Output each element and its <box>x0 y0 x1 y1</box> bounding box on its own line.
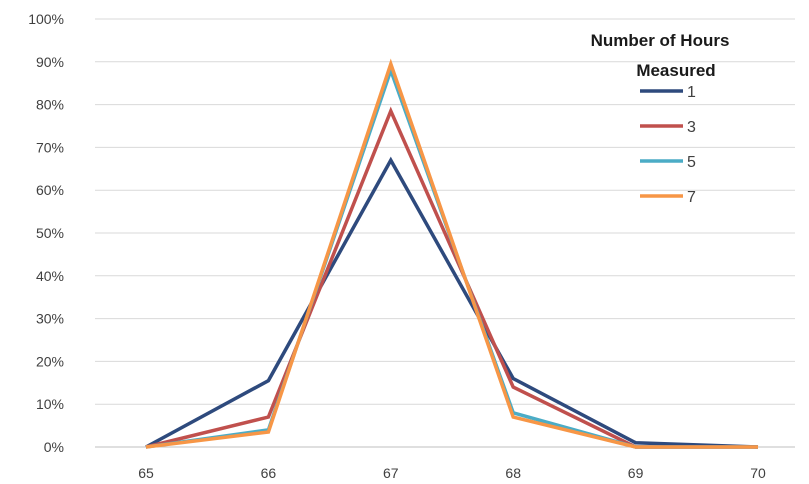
series-line-7 <box>145 58 758 449</box>
y-tick-label: 0% <box>44 439 64 455</box>
y-tick-label: 90% <box>36 54 64 70</box>
x-tick-label: 68 <box>505 465 521 481</box>
y-tick-label: 50% <box>36 225 64 241</box>
legend-item-5: 5 <box>640 154 696 171</box>
x-tick-label: 70 <box>750 465 766 481</box>
y-tick-label: 40% <box>36 268 64 284</box>
x-tick-label: 66 <box>261 465 277 481</box>
series-line-1 <box>145 156 759 449</box>
series-lines <box>145 58 759 449</box>
x-tick-label: 69 <box>628 465 644 481</box>
legend-label: 5 <box>687 154 696 171</box>
y-tick-label: 20% <box>36 353 64 369</box>
y-tick-label: 30% <box>36 311 64 327</box>
y-tick-label: 60% <box>36 182 64 198</box>
x-tick-label: 67 <box>383 465 399 481</box>
legend-item-1: 1 <box>640 84 696 101</box>
legend-label: 1 <box>687 84 696 101</box>
legend-item-7: 7 <box>640 189 696 206</box>
y-tick-label: 100% <box>28 11 64 27</box>
legend: Number of Hours Measured 1 3 5 7 <box>591 31 730 206</box>
legend-title-line1: Number of Hours <box>591 31 730 50</box>
legend-title-line2: Measured <box>636 61 715 80</box>
legend-label: 7 <box>687 189 696 206</box>
y-tick-label: 80% <box>36 97 64 113</box>
y-axis-tick-labels: 0% 10% 20% 30% 40% 50% 60% 70% 80% 90% 100% <box>28 11 64 455</box>
x-tick-label: 65 <box>138 465 154 481</box>
legend-items: 1 3 5 7 <box>640 84 696 206</box>
legend-item-3: 3 <box>640 119 696 136</box>
legend-label: 3 <box>687 119 696 136</box>
y-tick-label: 10% <box>36 396 64 412</box>
y-tick-label: 70% <box>36 139 64 155</box>
x-axis-tick-labels: 65 66 67 68 69 70 <box>138 465 766 481</box>
